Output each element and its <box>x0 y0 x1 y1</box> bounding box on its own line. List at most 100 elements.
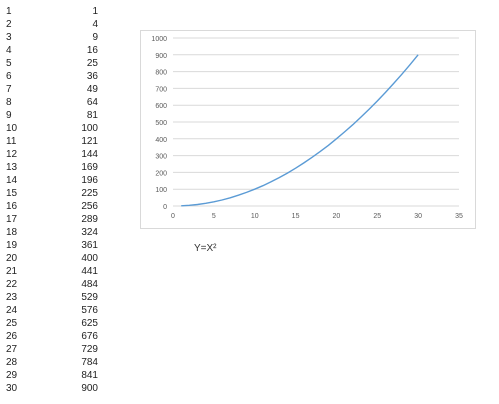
cell-y[interactable]: 100 <box>81 123 98 134</box>
y-tick-label: 200 <box>155 170 167 177</box>
cell-y[interactable]: 49 <box>86 84 98 95</box>
cell-y[interactable]: 361 <box>81 240 98 251</box>
chart-area[interactable]: 0 100 200 300 400 500 600 700 800 900 1000 0 5 10 15 20… <box>140 30 476 229</box>
cell-x[interactable]: 1 <box>6 6 12 17</box>
table-row: 10 100 <box>0 122 98 135</box>
cell-x[interactable]: 15 <box>6 188 18 199</box>
cell-x[interactable]: 23 <box>6 292 18 303</box>
table-row: 9 81 <box>0 109 98 122</box>
cell-y[interactable]: 121 <box>81 136 98 147</box>
cell-y[interactable]: 576 <box>81 305 98 316</box>
table-row: 6 36 <box>0 70 98 83</box>
table-row: 16 256 <box>0 200 98 213</box>
table-row: 14 196 <box>0 174 98 187</box>
cell-x[interactable]: 9 <box>6 110 12 121</box>
table-row: 12 144 <box>0 148 98 161</box>
cell-x[interactable]: 24 <box>6 305 18 316</box>
table-row: 4 16 <box>0 44 98 57</box>
cell-y[interactable]: 900 <box>81 383 98 394</box>
cell-x[interactable]: 21 <box>6 266 18 277</box>
x-tick-label: 35 <box>455 213 463 220</box>
y-tick-label: 0 <box>163 204 167 211</box>
x-tick-label: 5 <box>212 213 216 220</box>
cell-x[interactable]: 19 <box>6 240 18 251</box>
cell-x[interactable]: 27 <box>6 344 18 355</box>
cell-y[interactable]: 484 <box>81 279 98 290</box>
cell-x[interactable]: 29 <box>6 370 18 381</box>
table-row: 25 625 <box>0 317 98 330</box>
cell-y[interactable]: 81 <box>86 110 98 121</box>
x-tick-label: 25 <box>373 213 381 220</box>
cell-y[interactable]: 25 <box>86 58 98 69</box>
cell-y[interactable]: 9 <box>92 32 98 43</box>
cell-y[interactable]: 256 <box>81 201 98 212</box>
y-tick-label: 300 <box>155 154 167 161</box>
cell-x[interactable]: 5 <box>6 58 12 69</box>
y-tick-label: 600 <box>155 103 167 110</box>
cell-y[interactable]: 64 <box>86 97 98 108</box>
cell-y[interactable]: 625 <box>81 318 98 329</box>
cell-y[interactable]: 1 <box>92 6 98 17</box>
cell-x[interactable]: 30 <box>6 383 18 394</box>
cell-y[interactable]: 4 <box>92 19 98 30</box>
cell-y[interactable]: 324 <box>81 227 98 238</box>
cell-x[interactable]: 16 <box>6 201 18 212</box>
table-row: 23 529 <box>0 291 98 304</box>
y-tick-label: 1000 <box>151 36 167 43</box>
table-row: 17 289 <box>0 213 98 226</box>
table-row: 11 121 <box>0 135 98 148</box>
cell-x[interactable]: 4 <box>6 45 12 56</box>
table-row: 15 225 <box>0 187 98 200</box>
y-tick-label: 900 <box>155 53 167 60</box>
x-tick-label: 0 <box>171 213 175 220</box>
table-row: 13 169 <box>0 161 98 174</box>
cell-x[interactable]: 26 <box>6 331 18 342</box>
table-row: 28 784 <box>0 356 98 369</box>
cell-x[interactable]: 17 <box>6 214 18 225</box>
table-body: 1 1 2 4 3 9 4 16 5 25 6 36 7 49 8 64 9 81 10 100 11 121 12 144 1… <box>0 5 98 395</box>
cell-x[interactable]: 13 <box>6 162 18 173</box>
table-row: 19 361 <box>0 239 98 252</box>
cell-y[interactable]: 676 <box>81 331 98 342</box>
cell-y[interactable]: 289 <box>81 214 98 225</box>
formula-caption: Y=X² <box>194 243 217 254</box>
cell-y[interactable]: 784 <box>81 357 98 368</box>
cell-y[interactable]: 144 <box>81 149 98 160</box>
cell-x[interactable]: 18 <box>6 227 18 238</box>
cell-y[interactable]: 841 <box>81 370 98 381</box>
cell-x[interactable]: 14 <box>6 175 18 186</box>
cell-y[interactable]: 225 <box>81 188 98 199</box>
cell-x[interactable]: 6 <box>6 71 12 82</box>
cell-y[interactable]: 400 <box>81 253 98 264</box>
table-row: 5 25 <box>0 57 98 70</box>
table-row: 29 841 <box>0 369 98 382</box>
cell-y[interactable]: 36 <box>86 71 98 82</box>
cell-x[interactable]: 7 <box>6 84 12 95</box>
x-tick-label: 10 <box>251 213 259 220</box>
table-row: 26 676 <box>0 330 98 343</box>
cell-x[interactable]: 11 <box>6 136 17 147</box>
table-row: 20 400 <box>0 252 98 265</box>
table-row: 8 64 <box>0 96 98 109</box>
cell-x[interactable]: 2 <box>6 19 12 30</box>
y-tick-label: 700 <box>155 86 167 93</box>
cell-x[interactable]: 28 <box>6 357 18 368</box>
cell-y[interactable]: 16 <box>86 45 98 56</box>
cell-x[interactable]: 3 <box>6 32 12 43</box>
y-tick-label: 500 <box>155 120 167 127</box>
cell-x[interactable]: 22 <box>6 279 18 290</box>
cell-y[interactable]: 169 <box>81 162 98 173</box>
cell-y[interactable]: 196 <box>81 175 98 186</box>
cell-y[interactable]: 529 <box>81 292 98 303</box>
cell-x[interactable]: 8 <box>6 97 12 108</box>
cell-x[interactable]: 20 <box>6 253 18 264</box>
y-tick-label: 400 <box>155 137 167 144</box>
cell-y[interactable]: 729 <box>81 344 98 355</box>
cell-y[interactable]: 441 <box>81 266 98 277</box>
cell-x[interactable]: 25 <box>6 318 18 329</box>
cell-x[interactable]: 10 <box>6 123 18 134</box>
cell-x[interactable]: 12 <box>6 149 18 160</box>
data-table: 1 1 2 4 3 9 4 16 5 25 6 36 7 49 8 64 9 81 10 100 11 121 12 144 1… <box>0 5 98 395</box>
